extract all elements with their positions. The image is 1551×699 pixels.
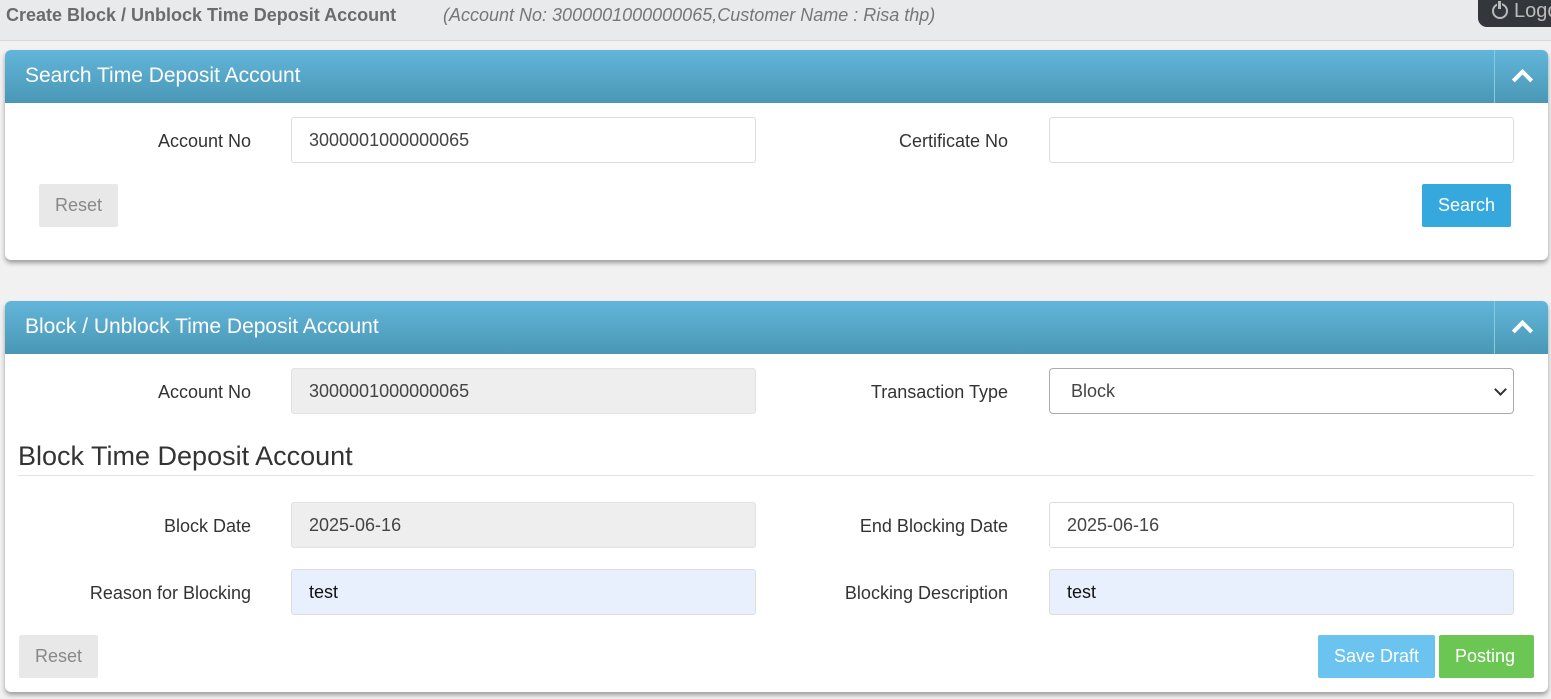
search-button[interactable]: Search [1422, 184, 1512, 227]
account-subtitle: (Account No: 3000001000000065,Customer N… [443, 5, 936, 25]
account-no-readonly: 3000001000000065 [291, 368, 756, 414]
account-no-input[interactable]: 3000001000000065 [291, 117, 756, 163]
block-date-label: Block Date [163, 516, 251, 536]
description-label: Blocking Description [844, 583, 1008, 603]
power-icon [1492, 0, 1508, 19]
section-title: Block Time Deposit Account [18, 441, 1534, 476]
search-panel: Search Time Deposit Account Account No 3… [5, 50, 1548, 260]
top-bar: Create Block / Unblock Time Deposit Acco… [0, 0, 1551, 41]
end-blocking-date-input[interactable]: 2025-06-16 [1049, 502, 1514, 548]
save-draft-button[interactable]: Save Draft [1318, 635, 1436, 678]
description-input[interactable]: test [1049, 569, 1514, 615]
page-title: Create Block / Unblock Time Deposit Acco… [6, 5, 397, 25]
collapse-chevron-up-icon[interactable] [1494, 50, 1548, 103]
logout-label: Logout [1514, 0, 1551, 22]
end-blocking-date-label: End Blocking Date [859, 516, 1008, 536]
reason-label: Reason for Blocking [89, 583, 251, 603]
search-panel-title: Search Time Deposit Account [25, 64, 301, 87]
certificate-no-input[interactable] [1049, 117, 1514, 163]
reset-button[interactable]: Reset [19, 635, 99, 678]
account-no-label: Account No [157, 382, 251, 402]
transaction-type-value: Block [1071, 381, 1116, 401]
block-panel-title: Block / Unblock Time Deposit Account [25, 315, 379, 338]
certificate-no-label: Certificate No [898, 131, 1008, 151]
reset-button[interactable]: Reset [39, 184, 119, 227]
block-panel-header: Block / Unblock Time Deposit Account [5, 301, 1548, 354]
collapse-chevron-up-icon[interactable] [1494, 301, 1548, 354]
transaction-type-label: Transaction Type [870, 382, 1008, 402]
block-panel: Block / Unblock Time Deposit Account Acc… [5, 301, 1548, 692]
search-panel-header: Search Time Deposit Account [5, 50, 1548, 103]
transaction-type-select[interactable]: Block [1049, 368, 1514, 414]
reason-input[interactable]: test [291, 569, 756, 615]
account-no-label: Account No [157, 131, 251, 151]
posting-button[interactable]: Posting [1439, 635, 1534, 678]
block-date-input: 2025-06-16 [291, 502, 756, 548]
logout-button[interactable]: Logout [1478, 0, 1551, 27]
